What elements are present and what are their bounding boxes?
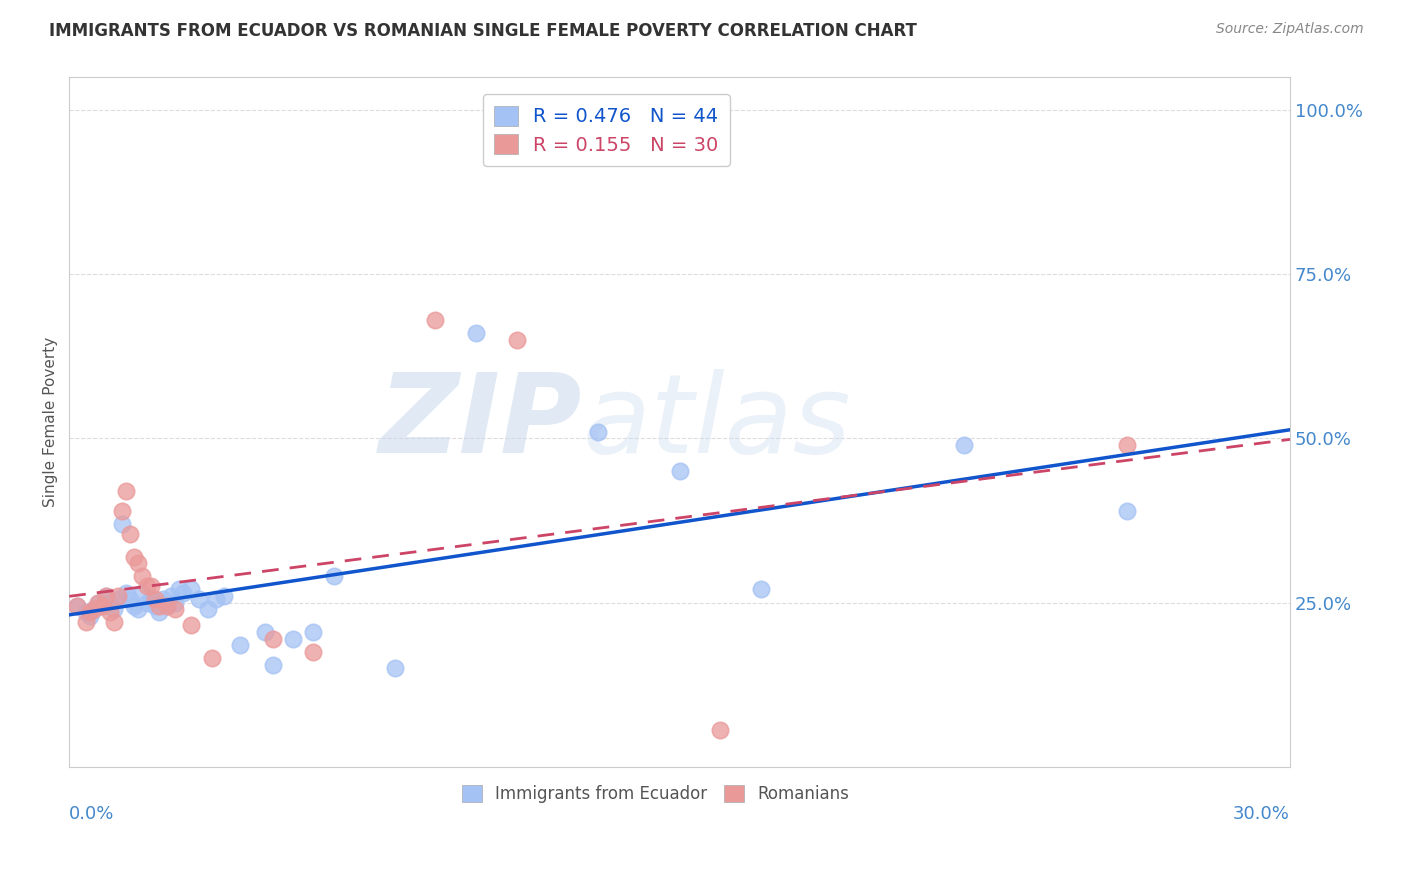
Point [120, 526, 142, 541]
Point [204, 592, 226, 607]
Point [262, 657, 284, 672]
Point [94, 589, 117, 603]
Text: Source: ZipAtlas.com: Source: ZipAtlas.com [1216, 22, 1364, 37]
Point [139, 579, 162, 593]
Point [90, 599, 112, 613]
Point [197, 602, 219, 616]
Point [188, 592, 211, 607]
Point [148, 599, 170, 613]
Point [79, 605, 101, 619]
Point [668, 464, 690, 478]
Point [98, 595, 121, 609]
Point [103, 602, 125, 616]
Point [262, 632, 284, 646]
Point [127, 556, 149, 570]
Point [131, 585, 153, 599]
Point [79, 608, 101, 623]
Point [1116, 503, 1139, 517]
Point [90, 599, 112, 613]
Point [172, 585, 194, 599]
Point [98, 605, 121, 619]
Point [302, 645, 325, 659]
Point [156, 599, 179, 613]
Point [94, 589, 117, 603]
Point [148, 605, 170, 619]
Point [1116, 438, 1139, 452]
Legend: Immigrants from Ecuador, Romanians: Immigrants from Ecuador, Romanians [456, 779, 855, 810]
Point [156, 599, 179, 613]
Text: ZIP: ZIP [378, 368, 582, 475]
Point [281, 632, 304, 646]
Point [124, 599, 146, 613]
Point [107, 589, 129, 603]
Text: 0.0%: 0.0% [69, 805, 115, 823]
Point [135, 595, 157, 609]
Point [107, 592, 129, 607]
Point [160, 589, 183, 603]
Point [163, 602, 186, 616]
Point [83, 602, 105, 616]
Point [253, 625, 276, 640]
Point [131, 569, 153, 583]
Point [115, 585, 138, 599]
Point [143, 592, 166, 607]
Point [465, 326, 488, 341]
Point [111, 503, 134, 517]
Point [506, 333, 529, 347]
Point [75, 615, 97, 630]
Point [75, 605, 97, 619]
Point [83, 602, 105, 616]
Point [66, 599, 89, 613]
Point [66, 599, 89, 613]
Point [103, 615, 125, 630]
Point [124, 549, 146, 564]
Point [120, 592, 142, 607]
Y-axis label: Single Female Poverty: Single Female Poverty [44, 337, 58, 508]
Point [152, 592, 174, 607]
Text: atlas: atlas [582, 368, 851, 475]
Point [709, 723, 731, 738]
Point [180, 618, 202, 632]
Point [111, 516, 134, 531]
Point [180, 582, 202, 597]
Point [139, 592, 162, 607]
Point [86, 595, 108, 609]
Point [586, 425, 609, 439]
Text: 30.0%: 30.0% [1233, 805, 1291, 823]
Point [953, 438, 976, 452]
Point [135, 579, 157, 593]
Point [212, 589, 235, 603]
Point [425, 313, 447, 327]
Point [229, 638, 252, 652]
Point [127, 602, 149, 616]
Point [302, 625, 325, 640]
Point [163, 595, 186, 609]
Point [115, 483, 138, 498]
Point [201, 651, 224, 665]
Point [322, 569, 344, 583]
Point [384, 661, 406, 675]
Point [749, 582, 772, 597]
Point [167, 582, 190, 597]
Point [86, 595, 108, 609]
Point [143, 599, 166, 613]
Text: IMMIGRANTS FROM ECUADOR VS ROMANIAN SINGLE FEMALE POVERTY CORRELATION CHART: IMMIGRANTS FROM ECUADOR VS ROMANIAN SING… [49, 22, 917, 40]
